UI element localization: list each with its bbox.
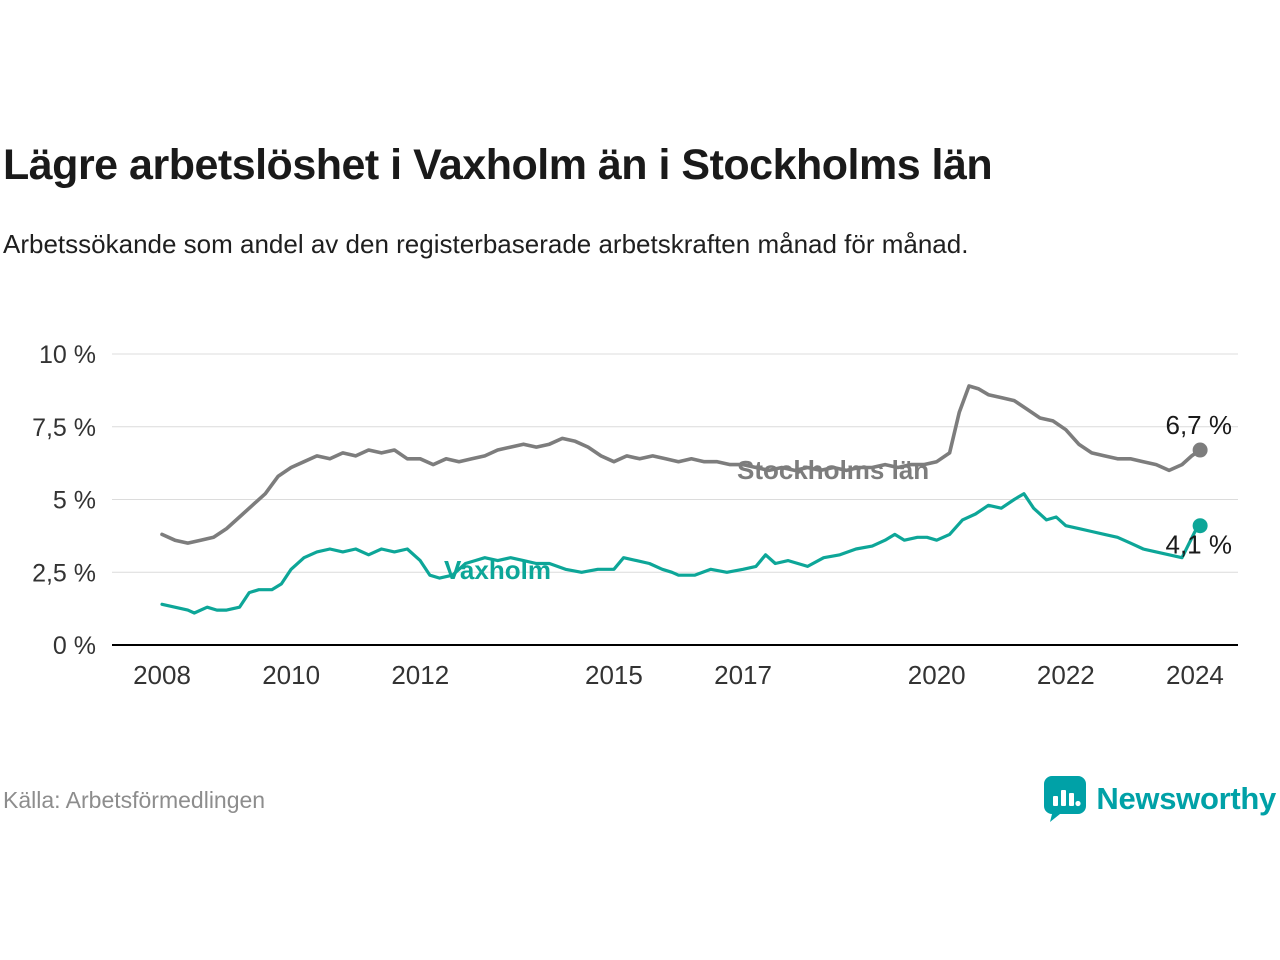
y-tick-label: 7,5 % [32, 414, 96, 442]
x-tick-label: 2017 [714, 660, 772, 690]
logo-exclamation-dot [1075, 800, 1081, 807]
chart-title: Lägre arbetslöshet i Vaxholm än i Stockh… [3, 141, 993, 189]
y-tick-label: 2,5 % [32, 559, 96, 587]
logo-bar-short [1053, 796, 1059, 806]
x-tick-label: 2012 [391, 660, 449, 690]
x-tick-label: 2020 [908, 660, 966, 690]
series-end-dot-vaxholm [1192, 518, 1208, 534]
y-tick-label: 10 % [39, 341, 96, 369]
x-tick-label: 2022 [1037, 660, 1095, 690]
series-label-vaxholm: Vaxholm [444, 555, 551, 585]
series-line-vaxholm [160, 492, 1202, 615]
y-tick-label: 5 % [53, 487, 96, 515]
logo-bar-tall [1061, 790, 1067, 806]
series-end-dot-stockholms-lan [1192, 442, 1208, 458]
newsworthy-logo-icon [1044, 776, 1087, 822]
series-label-stockholms-lan: Stockholms län [737, 455, 929, 485]
x-tick-label: 2024 [1166, 660, 1224, 690]
source-note: Källa: Arbetsförmedlingen [3, 787, 266, 813]
brand-name: Newsworthy [1096, 781, 1276, 816]
series-line-stockholms-lan [160, 384, 1202, 545]
logo-bar-medium [1069, 793, 1075, 806]
x-tick-label: 2010 [262, 660, 320, 690]
x-tick-label: 2008 [133, 660, 191, 690]
end-value-label-vaxholm: 4,1 % [1166, 530, 1233, 560]
y-tick-label: 0 % [53, 632, 96, 660]
chart-subtitle: Arbetssökande som andel av den registerb… [3, 229, 969, 259]
x-tick-label: 2015 [585, 660, 643, 690]
end-value-label-stockholms-lan: 6,7 % [1166, 410, 1233, 440]
brand-lockup: Newsworthy [1044, 776, 1276, 822]
